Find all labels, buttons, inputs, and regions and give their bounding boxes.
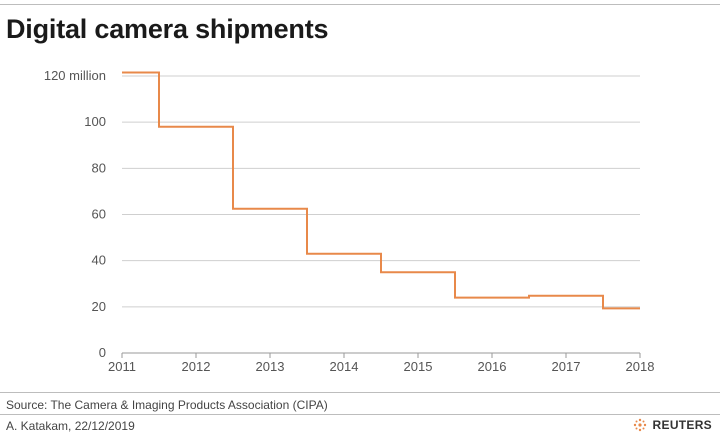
x-tick-label: 2013: [256, 359, 285, 374]
x-tick-label: 2012: [182, 359, 211, 374]
x-tick-label: 2011: [108, 359, 136, 374]
logo-text: REUTERS: [652, 418, 712, 432]
reuters-logo: REUTERS: [632, 417, 712, 433]
x-tick-label: 2017: [552, 359, 581, 374]
y-tick-label: 0: [99, 345, 106, 360]
y-tick-label: 120 million: [44, 68, 106, 83]
credit-note: A. Katakam, 22/12/2019: [6, 419, 135, 433]
y-tick-label: 40: [92, 253, 106, 268]
y-tick-label: 80: [92, 160, 106, 175]
y-tick-label: 20: [92, 299, 106, 314]
y-tick-label: 100: [84, 114, 106, 129]
top-rule: [0, 4, 720, 5]
grid-layer: [122, 75, 640, 354]
y-axis-ticks: 0 20 40 60 80 100 120 million: [44, 68, 106, 360]
source-note: Source: The Camera & Imaging Products As…: [6, 398, 328, 412]
x-tick-label: 2018: [626, 359, 655, 374]
footer-rule: [0, 392, 720, 393]
x-tick-label: 2014: [330, 359, 359, 374]
x-tick-label: 2015: [404, 359, 433, 374]
series-line: [122, 71, 640, 310]
footer-rule-2: [0, 414, 720, 415]
x-axis-ticks: 2011 2012 2013 2014 2015 2016 2017 2018: [108, 353, 654, 374]
shipments-chart: 0 20 40 60 80 100 120 million 2011 2012 2013 2014…: [44, 68, 655, 374]
page-title: Digital camera shipments: [6, 14, 329, 44]
reuters-logo-icon: [633, 418, 646, 432]
x-tick-label: 2016: [478, 359, 507, 374]
y-tick-label: 60: [92, 207, 106, 222]
